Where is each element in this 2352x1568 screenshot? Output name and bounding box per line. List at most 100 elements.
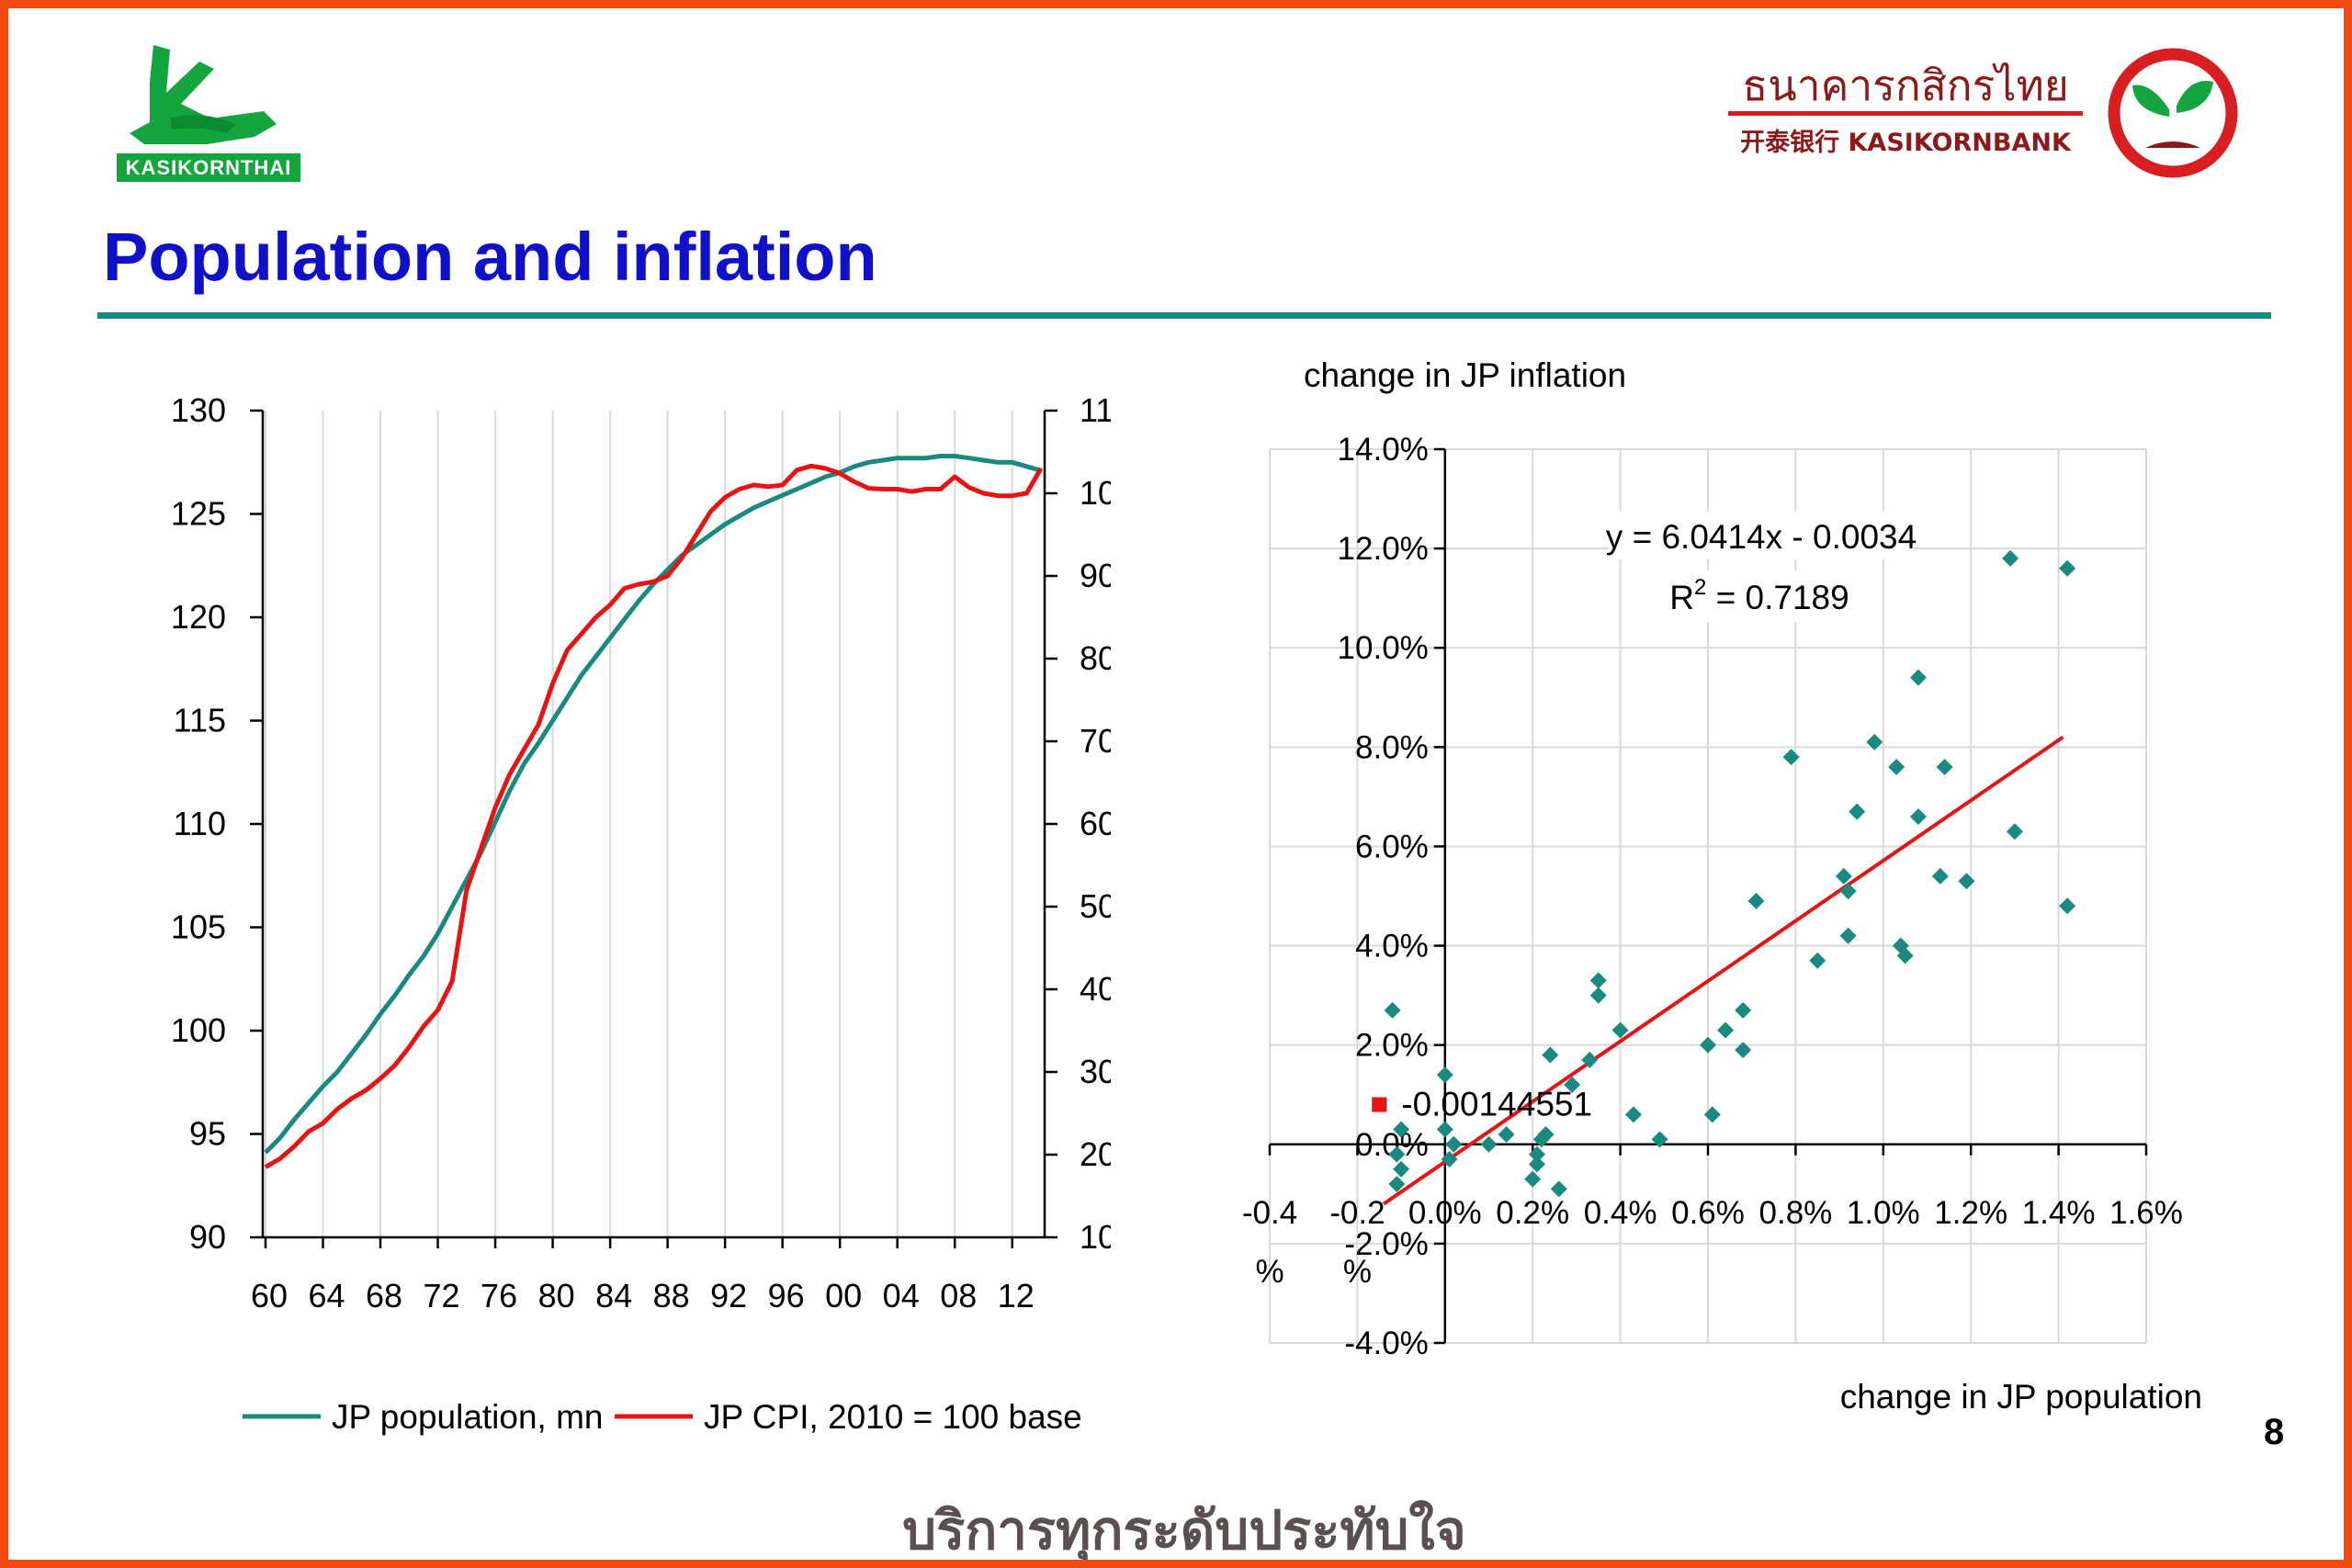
scatter-y-axis-title: change in JP inflation [1304,356,1626,394]
scatter-point [1700,1036,1716,1054]
scatter-point [1436,1066,1453,1084]
scatter-x-tick-label: 0.8% [1759,1195,1833,1231]
right-y-tick-label: 20 [1080,1135,1111,1173]
scatter-x-tick-label: 0.2% [1496,1195,1569,1231]
kasikornthai-logo: KASIKORNTHAI [117,45,300,183]
scatter-x-tick-label: 0.6% [1671,1195,1745,1231]
right-y-tick-label: 10 [1080,1218,1111,1256]
right-y-tick-label: 70 [1080,722,1111,760]
left-y-tick-label: 95 [189,1115,226,1153]
r-squared-exponent: 2 [1694,575,1706,600]
scatter-point [1782,749,1800,766]
scatter-point [1888,758,1905,775]
title-rule [97,312,2271,319]
scatter-point [1589,972,1607,989]
right-y-tick-label: 80 [1080,639,1111,677]
scatter-y-tick-label: 10.0% [1338,630,1429,666]
population-series-line [264,454,1042,1155]
scatter-point [1564,1076,1581,1093]
scatter-point [1436,1121,1453,1138]
scatter-point [1537,1125,1555,1143]
scatter-x-tick-label: 1.0% [1847,1195,1920,1231]
scatter-point [1388,1176,1406,1193]
scatter-point [1611,1021,1629,1039]
scatter-y-tick-label: 2.0% [1355,1028,1429,1064]
highlight-point-marker [1372,1097,1387,1112]
left-x-tick-label: 12 [998,1277,1035,1314]
scatter-x-tick-suffix: % [1343,1254,1372,1290]
scatter-y-tick-label: 8.0% [1355,729,1429,765]
kasikornthai-logo-label: KASIKORNTHAI [117,153,300,182]
scatter-point [1849,803,1866,820]
scatter-point [1480,1135,1498,1153]
cpi-series-line [264,463,1044,1169]
scatter-point [1936,758,1953,775]
left-x-tick-label: 84 [595,1277,632,1314]
scatter-y-tick-label: 14.0% [1338,432,1429,468]
left-y-tick-label: 90 [189,1218,226,1256]
scatter-point [1835,867,1852,885]
scatter-point [2002,549,2019,567]
kasikornbank-emblem [2105,45,2241,181]
r-squared-symbol: R [1669,579,1694,616]
scatter-x-tick-label: 1.4% [2022,1195,2096,1231]
bank-name-english: 开泰银行 KASIKORNBANK [1740,129,2071,157]
right-y-tick-label: 110 [1080,391,1111,429]
rice-emblem-icon [2108,48,2238,178]
population-inflation-scatter-chart: -4.0% -2.0%0.0% 2.0% 4.0% 6.0% 8.0% 10.0% 12.0%… [1242,356,2202,1416]
scatter-point [1393,1121,1410,1138]
left-y-tick-label: 125 [171,495,226,533]
scatter-point [2059,897,2076,915]
scatter-point [1651,1131,1668,1148]
scatter-point [2059,559,2076,577]
scatter-x-tick-label: 0.0% [1408,1195,1482,1231]
scatter-x-axis-title: change in JP population [1840,1378,2202,1416]
scatter-point [1384,1001,1401,1019]
scatter-x-tick-suffix: % [1255,1254,1283,1290]
population-cpi-line-chart: 90 95 100 105 110 115 120 125 130 10 20 30 40 50 60 70 8… [171,391,1111,1436]
scatter-point [1735,1042,1752,1059]
scatter-point [1524,1170,1542,1188]
scatter-y-tick-label: -4.0% [1344,1325,1428,1361]
scatter-point [1717,1021,1735,1039]
scatter-point [1839,927,1857,944]
left-y-tick-label: 130 [171,391,226,429]
right-y-tick-label: 90 [1080,557,1111,594]
scatter-point [1388,1145,1406,1163]
left-x-tick-label: 72 [424,1277,460,1314]
r-squared-label: R2 = 0.7189 [1669,575,1849,616]
bank-name-rule [1728,111,2083,116]
scatter-point [1445,1135,1463,1153]
bank-name-thai: ธนาคารกสิกรไทย [1742,61,2069,110]
left-y-tick-label: 110 [174,805,226,842]
k-logo-icon [130,45,277,144]
page-title: Population and inflation [103,219,877,295]
right-y-tick-label: 50 [1080,887,1111,925]
left-x-tick-label: 64 [308,1277,345,1314]
scatter-point [1498,1125,1515,1143]
left-x-tick-label: 00 [825,1277,862,1314]
scatter-point [1896,947,1914,964]
scatter-point [1542,1046,1559,1064]
right-y-tick-label: 30 [1080,1053,1111,1090]
left-y-tick-label: 120 [171,598,226,636]
left-x-tick-label: 76 [481,1277,517,1314]
equation-background [1609,512,1914,559]
page-number: 8 [2264,1412,2285,1452]
r-squared-background [1662,570,1860,622]
left-x-tick-label: 88 [653,1277,690,1314]
right-y-tick-label: 60 [1080,805,1111,842]
scatter-point [2006,823,2023,840]
footer-slogan: บริการทุกระดับประทับใจ [902,1499,1466,1562]
scatter-point [1909,669,1927,686]
scatter-trendline [1382,735,2064,1206]
scatter-point [1909,808,1927,826]
scatter-y-tick-label: 12.0% [1338,531,1429,567]
legend-label-cpi: JP CPI, 2010 = 100 base [704,1398,1082,1436]
scatter-x-tick-label: -0.2 [1329,1195,1385,1231]
left-y-tick-label: 100 [171,1011,226,1049]
scatter-x-tick-label: 1.6% [2109,1195,2183,1231]
left-x-tick-label: 60 [251,1277,288,1314]
left-x-tick-label: 08 [940,1277,977,1314]
right-y-tick-label: 40 [1080,970,1111,1008]
